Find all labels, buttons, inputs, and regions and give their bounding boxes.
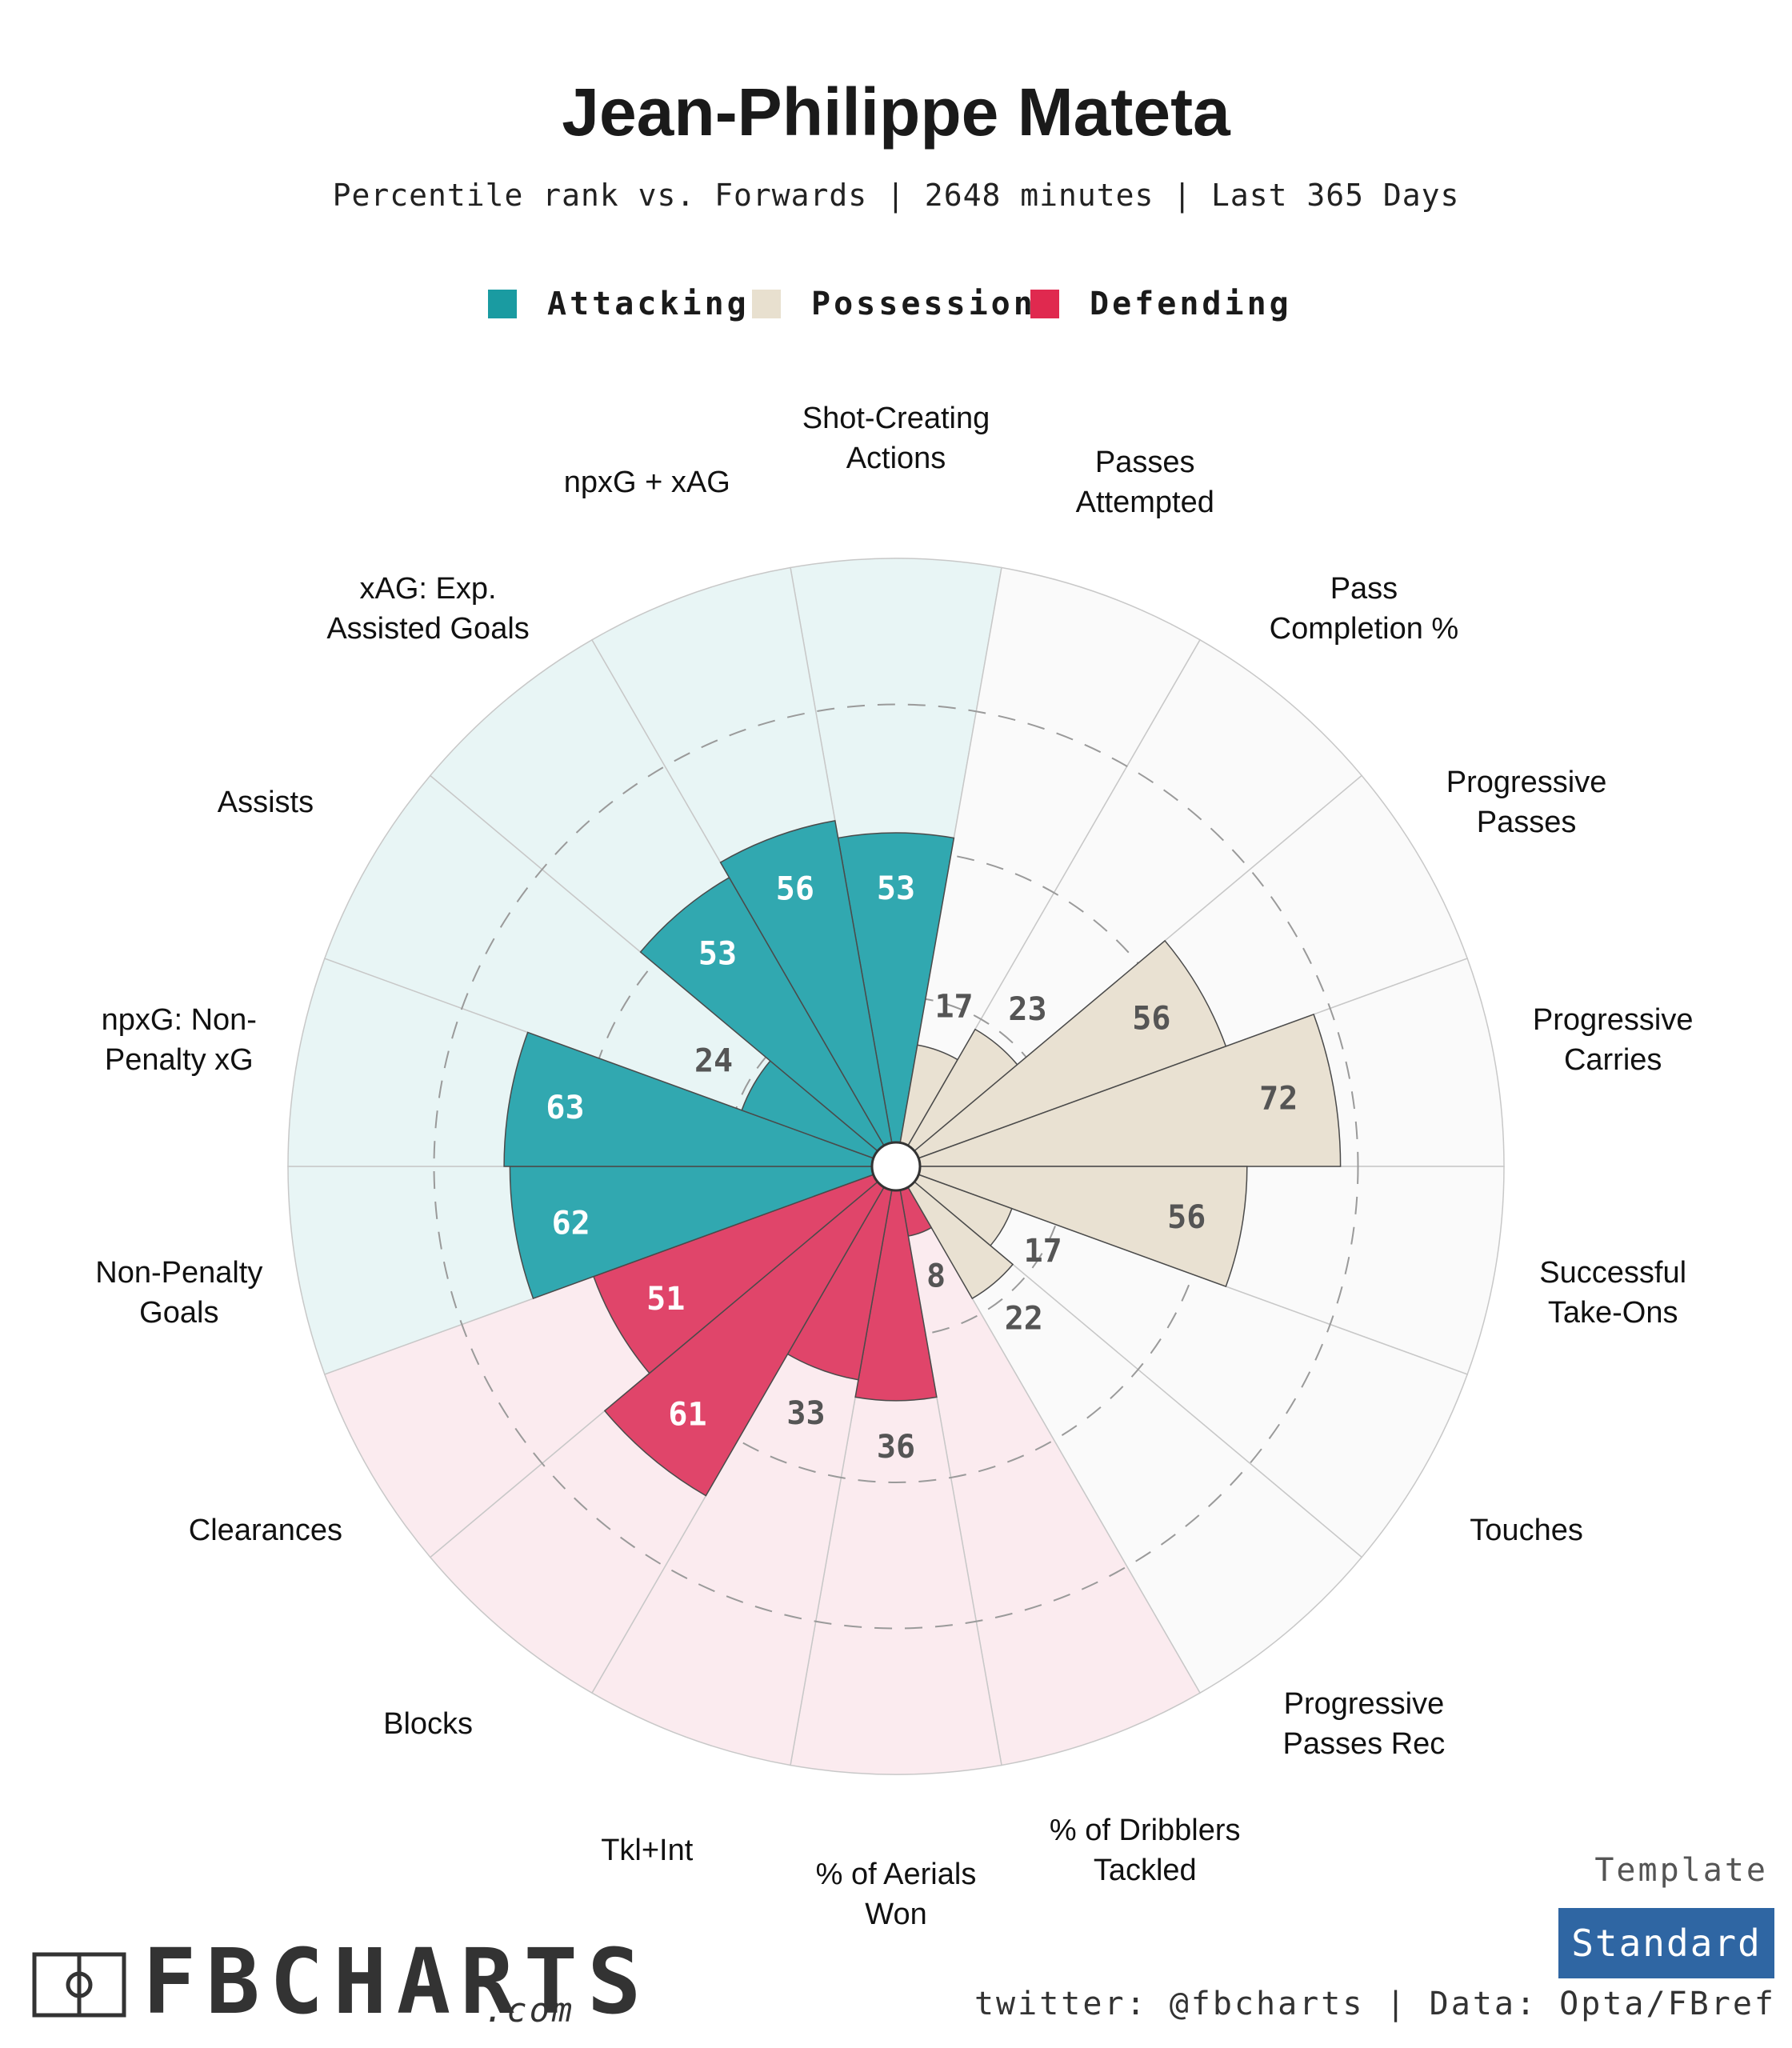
category-label-line: Clearances	[189, 1514, 342, 1547]
category-label-line: % of Aerials	[816, 1858, 977, 1891]
legend-swatch-attacking	[488, 290, 517, 318]
category-label-line: % of Dribblers	[1050, 1814, 1241, 1847]
category-label-line: Take-Ons	[1548, 1296, 1678, 1330]
category-label-10: Tkl+Int	[601, 1834, 694, 1867]
category-label-16: xAG: Exp. Assisted Goals	[326, 572, 529, 646]
category-label-2: Pass Completion %	[1270, 572, 1459, 646]
category-label-line: Progressive	[1446, 766, 1607, 799]
category-label-line: Successful	[1539, 1256, 1686, 1290]
chart-subtitle: Percentile rank vs. Forwards | 2648 minu…	[332, 178, 1460, 213]
value-label-16: 53	[698, 935, 737, 972]
legend-label: Possession	[811, 286, 1036, 322]
logo-suffix: .com	[484, 1990, 575, 2030]
category-label-9: % of Aerials Won	[816, 1858, 977, 1931]
legend-swatch-possession	[752, 290, 781, 318]
legend-item-defending: Defending	[1030, 284, 1292, 324]
category-label-1: Passes Attempted	[1076, 446, 1214, 519]
data-credit: twitter: @fbcharts | Data: Opta/FBref	[974, 1986, 1776, 2022]
value-label-5: 56	[1167, 1199, 1206, 1236]
value-label-0: 53	[877, 870, 915, 907]
category-label-17: npxG + xAG	[564, 466, 730, 499]
value-label-12: 51	[646, 1281, 685, 1318]
category-label-line: Non-Penalty	[95, 1256, 262, 1290]
category-label-line: Blocks	[383, 1707, 473, 1741]
value-label-10: 33	[786, 1395, 825, 1432]
value-label-4: 72	[1259, 1081, 1298, 1118]
legend-item-possession: Possession	[752, 284, 1036, 324]
template-label: Template	[1594, 1852, 1768, 1889]
value-label-15: 24	[694, 1042, 733, 1079]
category-label-11: Blocks	[383, 1707, 473, 1741]
category-label-5: Successful Take-Ons	[1539, 1256, 1686, 1330]
value-label-6: 17	[1024, 1233, 1062, 1270]
category-label-line: Actions	[846, 442, 946, 475]
legend: Attacking Possession Defending	[0, 284, 1792, 324]
category-label-15: Assists	[218, 786, 314, 819]
category-label-line: Tackled	[1094, 1854, 1197, 1887]
legend-label: Attacking	[547, 286, 750, 322]
category-label-line: npxG + xAG	[564, 466, 730, 499]
gridline-circle	[433, 703, 1359, 1630]
category-label-line: Assisted Goals	[326, 612, 529, 646]
value-label-9: 36	[877, 1429, 915, 1466]
category-label-line: Penalty xG	[105, 1043, 254, 1077]
category-label-line: Assists	[218, 786, 314, 819]
category-label-3: Progressive Passes	[1446, 766, 1607, 839]
category-label-4: Progressive Carries	[1533, 1003, 1694, 1077]
category-label-12: Clearances	[189, 1514, 342, 1547]
value-label-8: 8	[926, 1258, 946, 1295]
value-label-14: 63	[546, 1090, 584, 1126]
value-label-1: 17	[934, 989, 973, 1026]
value-label-7: 22	[1005, 1300, 1043, 1337]
category-label-6: Touches	[1470, 1514, 1583, 1547]
category-label-line: Completion %	[1270, 612, 1459, 646]
category-label-line: xAG: Exp.	[360, 572, 497, 606]
category-label-0: Shot-Creating Actions	[802, 402, 990, 475]
legend-label: Defending	[1090, 286, 1292, 322]
template-badge: Standard	[1558, 1908, 1774, 1978]
value-label-17: 56	[776, 870, 814, 907]
category-label-line: Tkl+Int	[601, 1834, 694, 1867]
category-label-line: Touches	[1470, 1514, 1583, 1547]
legend-item-attacking: Attacking	[488, 284, 750, 324]
value-label-13: 62	[552, 1206, 590, 1242]
category-label-line: Passes	[1095, 446, 1195, 479]
category-label-7: Progressive Passes Rec	[1283, 1687, 1446, 1761]
fbcharts-logo-icon	[32, 1952, 126, 2022]
category-label-line: Pass	[1330, 572, 1398, 606]
category-label-line: Goals	[139, 1296, 218, 1330]
category-label-line: Passes Rec	[1283, 1727, 1446, 1761]
category-label-line: Attempted	[1076, 486, 1214, 519]
center-hole	[870, 1141, 922, 1192]
value-label-11: 61	[668, 1396, 706, 1433]
category-label-line: Won	[865, 1898, 926, 1931]
category-label-13: Non-Penalty Goals	[95, 1256, 262, 1330]
chart-title: Jean-Philippe Mateta	[562, 74, 1230, 150]
category-label-8: % of Dribblers Tackled	[1050, 1814, 1241, 1887]
logo-text: FBCHARTS	[142, 1930, 651, 2034]
value-label-3: 56	[1132, 1001, 1170, 1038]
category-label-line: Shot-Creating	[802, 402, 990, 435]
value-label-2: 23	[1008, 991, 1046, 1028]
category-label-line: Passes	[1477, 806, 1577, 839]
category-label-line: Carries	[1564, 1043, 1662, 1077]
category-label-14: npxG: Non- Penalty xG	[102, 1003, 257, 1077]
category-label-line: npxG: Non-	[102, 1003, 257, 1037]
category-label-line: Progressive	[1284, 1687, 1445, 1721]
legend-swatch-defending	[1030, 290, 1059, 318]
category-label-line: Progressive	[1533, 1003, 1694, 1037]
